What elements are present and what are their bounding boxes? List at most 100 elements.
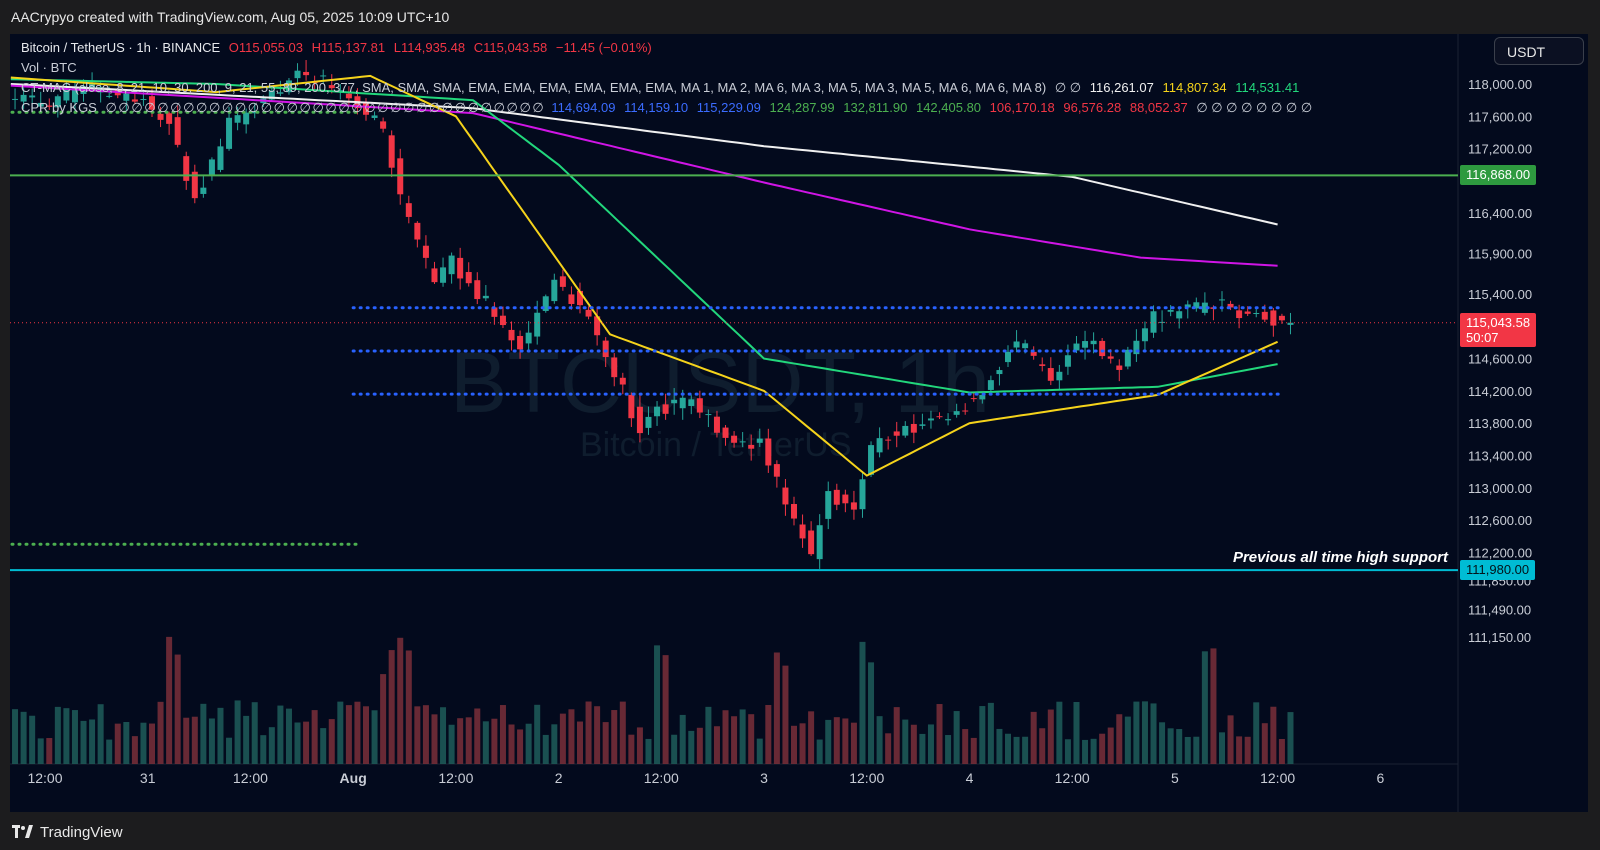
candle-body — [525, 332, 532, 344]
volume-bar — [1227, 715, 1234, 764]
volume-bar — [602, 722, 609, 764]
cpr-null-suffix: ∅ ∅ ∅ ∅ ∅ ∅ ∅ ∅ — [1196, 100, 1313, 115]
candle-body — [328, 85, 335, 89]
candle-body — [568, 294, 575, 304]
x-tick-label: 4 — [966, 770, 974, 786]
candle-body — [140, 99, 147, 101]
candle-body — [149, 96, 155, 110]
volume-bar — [713, 726, 720, 764]
volume-bar — [1184, 736, 1191, 764]
candle-body — [1022, 343, 1029, 349]
candle-body — [268, 90, 275, 100]
volume-bar — [1022, 736, 1029, 764]
volume-bar — [1270, 706, 1277, 764]
volume-bar — [1278, 739, 1285, 764]
volume-bar — [773, 652, 780, 764]
bottom-bar: TradingView — [0, 812, 1600, 850]
volume-bar — [80, 720, 87, 764]
candle-body — [388, 135, 395, 168]
cpr-legend[interactable]: CPR by KGS ∅ ∅ ∅ ∅ ∅ ∅ ∅ ∅ ∅ ∅ ∅ ∅ ∅ ∅ ∅… — [21, 100, 1317, 116]
candle-body — [868, 445, 875, 475]
candle-body — [748, 444, 755, 449]
currency-select-button[interactable]: USDT — [1494, 37, 1584, 65]
ma-line-magenta — [10, 84, 1278, 267]
ma-line-yellow — [10, 74, 1279, 477]
volume-bar — [936, 704, 943, 764]
candle-body — [671, 399, 678, 404]
volume-bar — [799, 723, 806, 764]
volume-bar — [12, 709, 19, 764]
volume-bar — [611, 710, 618, 764]
candle-body — [876, 438, 883, 453]
ma-legend[interactable]: CT-MAC (close, 8, 21, 10, 30, 200, 9, 21… — [21, 80, 1304, 96]
chart-area[interactable]: BTCUSDT, 1h Bitcoin / TetherUS Previous al… — [10, 34, 1588, 812]
volume-bar — [474, 708, 481, 764]
candle-body — [619, 377, 626, 385]
candle-body — [577, 290, 583, 306]
volume-bar — [200, 703, 207, 764]
volume-bar — [825, 719, 832, 764]
candle-body — [739, 441, 746, 443]
candle-body — [1090, 340, 1097, 345]
candle-body — [1030, 351, 1037, 356]
volume-bar — [183, 717, 190, 764]
candle-body — [979, 394, 986, 400]
volume-bar — [902, 719, 909, 764]
volume-bar — [979, 706, 986, 764]
volume-bar — [1039, 728, 1046, 764]
volume-bar — [251, 702, 258, 764]
volume-bar — [465, 717, 472, 764]
candle-body — [106, 95, 113, 97]
volume-bar — [731, 716, 738, 764]
candle-body — [1201, 302, 1208, 313]
ma-null-values: ∅ ∅ — [1054, 80, 1082, 95]
volume-bar — [919, 733, 926, 764]
volume-bar — [243, 715, 250, 764]
attribution-text: AACrypyo created with TradingView.com, A… — [11, 9, 450, 25]
volume-legend[interactable]: Vol · BTC — [21, 60, 82, 75]
current-price-tag: 115,043.58 50:07 — [1460, 312, 1537, 347]
volume-bar — [876, 716, 883, 764]
candle-body — [927, 418, 934, 421]
volume-bar — [910, 724, 917, 764]
candle-body — [1133, 340, 1140, 355]
symbol-line[interactable]: Bitcoin / TetherUS · 1h · BINANCE — [21, 40, 221, 55]
volume-bar — [1253, 702, 1260, 764]
volume-bar — [525, 723, 532, 764]
y-tick-label: 113,000.00 — [1468, 481, 1532, 496]
candle-body — [628, 394, 635, 419]
volume-bar — [371, 710, 378, 764]
x-tick-label: 12:00 — [438, 770, 473, 786]
volume-bar — [1176, 729, 1183, 764]
candle-body — [645, 416, 652, 428]
volume-bar — [157, 701, 164, 764]
tradingview-logo[interactable]: TradingView — [12, 822, 123, 842]
candle-body — [962, 410, 969, 412]
volume-bar — [885, 733, 892, 764]
candle-body — [534, 312, 541, 337]
volume-bar — [1090, 738, 1097, 764]
volume-bar — [1167, 728, 1174, 764]
candle-body — [1270, 310, 1277, 326]
candle-body — [799, 524, 806, 539]
x-tick-label: 6 — [1376, 770, 1384, 786]
volume-bar — [868, 662, 875, 764]
volume-bar — [71, 710, 78, 764]
candle-body — [636, 406, 643, 434]
volume-bar — [123, 721, 130, 764]
candle-body — [662, 404, 669, 414]
candle-body — [833, 489, 840, 505]
volume-bar — [1107, 727, 1114, 764]
volume-bar — [577, 721, 583, 764]
volume-bar — [208, 718, 215, 764]
volume-bar — [654, 645, 661, 764]
candle-body — [1193, 302, 1200, 309]
volume-bar — [1261, 723, 1268, 764]
volume-bar — [149, 723, 155, 764]
candle-body — [1219, 299, 1225, 301]
candle-body — [1244, 311, 1251, 314]
cpr-value: 88,052.37 — [1129, 100, 1188, 115]
candle-body — [1227, 303, 1234, 308]
candle-body — [996, 370, 1003, 375]
